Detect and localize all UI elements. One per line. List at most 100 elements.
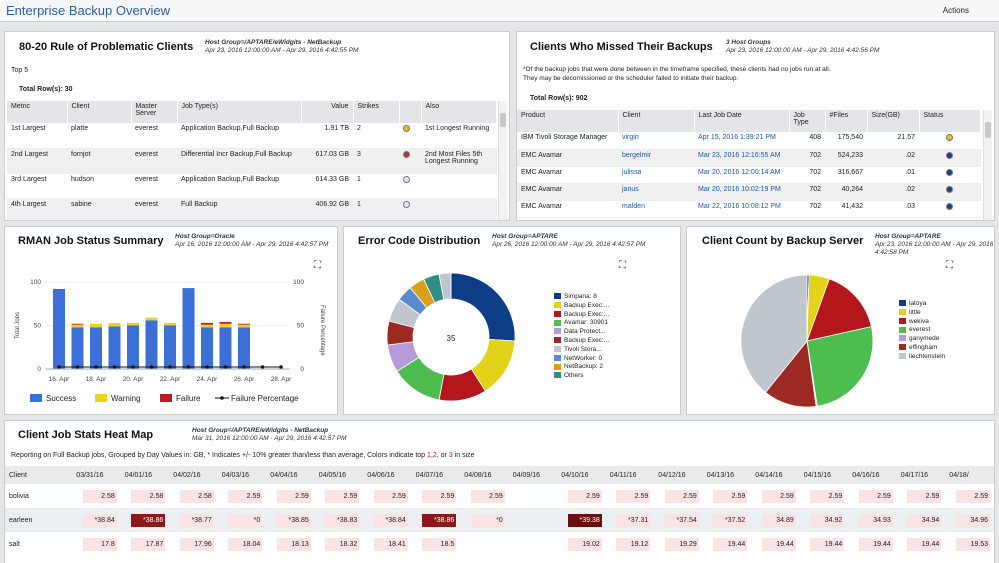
col-date[interactable]: 04/13/16 bbox=[702, 466, 752, 484]
pie-slice[interactable] bbox=[806, 326, 874, 407]
warning-bar[interactable] bbox=[164, 322, 176, 326]
col-size[interactable]: Size(GB) bbox=[867, 110, 920, 132]
table-row[interactable]: EMC Avamar malden Mar 22, 2016 10:08:12 PM… bbox=[517, 200, 981, 218]
date-link[interactable]: Mar 23, 2016 12:16:55 AM bbox=[698, 151, 781, 159]
heat-cell[interactable]: 2.59 bbox=[557, 484, 606, 508]
date-link[interactable]: Apr 15, 2016 1:39:21 PM bbox=[698, 134, 776, 141]
heat-cell[interactable]: 2.59 bbox=[412, 484, 461, 508]
heat-cell[interactable]: 18.32 bbox=[315, 532, 364, 556]
col-date[interactable]: 04/01/16 bbox=[120, 466, 170, 484]
heat-cell[interactable]: 2.59 bbox=[945, 484, 994, 508]
success-bar[interactable] bbox=[53, 288, 65, 369]
heat-cell[interactable]: 18.5 bbox=[412, 532, 461, 556]
heat-cell[interactable]: 17.8 bbox=[72, 532, 121, 556]
legend-item[interactable]: Backup Exec:... bbox=[554, 337, 609, 344]
failure-point[interactable] bbox=[223, 365, 228, 369]
failure-point[interactable] bbox=[205, 365, 209, 369]
heat-cell[interactable]: *37.52 bbox=[703, 508, 752, 532]
legend-item[interactable]: Backup Exec:... bbox=[554, 311, 609, 318]
heat-cell[interactable]: *38.84 bbox=[72, 508, 121, 532]
warning-bar[interactable] bbox=[201, 324, 213, 328]
legend-item[interactable]: Tivoli Stora... bbox=[554, 346, 602, 353]
heat-cell[interactable] bbox=[509, 508, 558, 532]
heat-cell[interactable]: 2.58 bbox=[121, 484, 170, 508]
heat-cell[interactable]: 17.87 bbox=[121, 532, 170, 556]
col-date[interactable]: 04/09/16 bbox=[508, 466, 558, 484]
donut-slice[interactable] bbox=[450, 272, 516, 342]
heat-cell[interactable]: *0 bbox=[460, 508, 509, 532]
table-row[interactable]: earleen *38.84 *38.86 *38.77 *0 *38.85 *38.83 *… bbox=[5, 508, 994, 532]
heat-cell[interactable]: *39.38 bbox=[557, 508, 606, 532]
heat-cell[interactable] bbox=[509, 532, 558, 556]
table-row[interactable]: bolivia 2.58 2.58 2.58 2.59 2.59 2.59 2.59 2.59 2… bbox=[5, 484, 994, 508]
col-client[interactable]: Client bbox=[618, 110, 695, 132]
col-date[interactable]: 04/16/16 bbox=[848, 466, 897, 484]
table-row[interactable]: 1st Largest platte everest Application Back… bbox=[7, 123, 497, 149]
heat-cell[interactable]: 18.04 bbox=[218, 532, 267, 556]
success-bar[interactable] bbox=[145, 320, 158, 369]
heat-cell[interactable]: 19.53 bbox=[945, 532, 994, 556]
failure-bar[interactable] bbox=[201, 322, 213, 325]
success-bar[interactable] bbox=[201, 327, 213, 369]
client-link[interactable]: bergelmir bbox=[622, 151, 652, 159]
legend-item[interactable]: Backup Exec:... bbox=[554, 302, 609, 309]
failure-point[interactable] bbox=[279, 365, 283, 369]
col-date[interactable]: 04/15/16 bbox=[799, 466, 849, 484]
legend-item[interactable]: Avamar: 30901 bbox=[554, 319, 608, 326]
col-date[interactable]: 04/02/16 bbox=[169, 466, 218, 484]
col-job-type[interactable]: Job Type bbox=[789, 110, 826, 132]
col-date[interactable]: 03/31/16 bbox=[72, 466, 121, 484]
failure-point[interactable] bbox=[57, 365, 61, 369]
heat-cell[interactable]: *37.31 bbox=[606, 508, 655, 532]
heat-cell[interactable]: 2.59 bbox=[460, 484, 509, 508]
warning-bar[interactable] bbox=[145, 317, 158, 321]
col-date[interactable]: 04/07/16 bbox=[411, 466, 461, 484]
heat-cell[interactable]: 2.59 bbox=[266, 484, 315, 508]
heat-cell[interactable]: 2.59 bbox=[751, 484, 800, 508]
heat-cell[interactable]: 19.44 bbox=[848, 532, 897, 556]
legend-item[interactable]: Simpana: 8 bbox=[554, 293, 597, 300]
legend-label[interactable]: Failure bbox=[176, 394, 201, 403]
client-link[interactable]: malden bbox=[622, 202, 645, 210]
failure-point[interactable] bbox=[186, 365, 191, 369]
failure-bar[interactable] bbox=[238, 323, 250, 325]
heat-cell[interactable]: 34.93 bbox=[848, 508, 897, 532]
col-date[interactable]: 04/03/16 bbox=[217, 466, 267, 484]
heat-cell[interactable] bbox=[460, 532, 509, 556]
col-status[interactable]: Status bbox=[919, 110, 981, 132]
col-date[interactable]: 04/18/ bbox=[945, 466, 994, 484]
success-bar[interactable] bbox=[71, 327, 84, 369]
legend-item[interactable]: effingham bbox=[899, 344, 937, 351]
failure-bar[interactable] bbox=[219, 322, 232, 324]
client-link[interactable]: julissa bbox=[622, 168, 642, 176]
table-row[interactable]: EMC Avamar julissa Mar 20, 2016 12:00:14 A… bbox=[517, 166, 981, 184]
col-date[interactable]: 04/17/16 bbox=[896, 466, 946, 484]
col-strikes[interactable]: Strikes bbox=[353, 101, 400, 123]
heat-cell[interactable]: 18.13 bbox=[266, 532, 315, 556]
col-jobtype[interactable]: Job Type(s) bbox=[177, 101, 302, 123]
col-client[interactable]: Client bbox=[67, 101, 132, 123]
table-row[interactable]: IBM Tivoli Storage Manager virgin Apr 15, … bbox=[517, 132, 981, 150]
failure-point[interactable] bbox=[149, 365, 154, 369]
heat-cell[interactable]: *38.84 bbox=[363, 508, 412, 532]
expand-icon[interactable]: ⛶ bbox=[946, 260, 953, 271]
col-date[interactable]: 04/12/16 bbox=[654, 466, 703, 484]
col-date[interactable]: 04/11/16 bbox=[605, 466, 655, 484]
expand-icon[interactable]: ⛶ bbox=[314, 260, 321, 271]
heat-cell[interactable]: 2.59 bbox=[800, 484, 849, 508]
success-bar[interactable] bbox=[238, 327, 250, 369]
col-also[interactable]: Also bbox=[421, 101, 497, 123]
success-bar[interactable] bbox=[219, 327, 232, 369]
heat-cell[interactable]: *38.86 bbox=[121, 508, 170, 532]
table-row[interactable]: 4th Largest sabine everest Full Backup 406.9… bbox=[7, 198, 497, 220]
heat-cell[interactable]: 2.59 bbox=[897, 484, 946, 508]
heat-cell[interactable]: *38.83 bbox=[315, 508, 364, 532]
donut-slice[interactable] bbox=[438, 272, 452, 301]
table-row[interactable]: EMC Avamar bergelmir Mar 23, 2016 12:16:55… bbox=[517, 149, 981, 167]
warning-bar[interactable] bbox=[127, 322, 139, 326]
col-date[interactable]: 04/08/16 bbox=[460, 466, 509, 484]
failure-point[interactable] bbox=[260, 365, 265, 369]
heat-cell[interactable] bbox=[509, 484, 558, 508]
legend-item[interactable]: ganymede bbox=[899, 335, 939, 342]
actions-menu[interactable]: Actions bbox=[942, 6, 969, 15]
